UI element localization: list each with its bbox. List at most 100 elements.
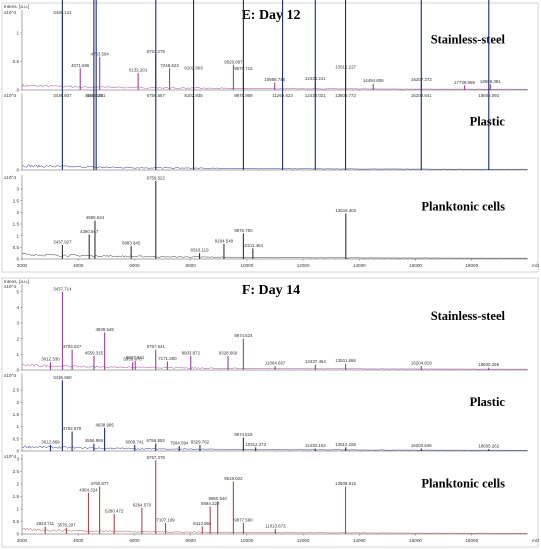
peak-label: 2823.711 xyxy=(36,521,55,526)
y-tick-label: 0 xyxy=(16,532,19,537)
peak-label: 13508.815 xyxy=(335,481,356,486)
peak-label: 9519.022 xyxy=(224,476,243,481)
peak-label: 4939.548 xyxy=(95,327,114,332)
y-tick-label: 2.5 xyxy=(13,469,20,474)
x-tick-label: 6000 xyxy=(129,263,140,268)
peak-label: 6759.557 xyxy=(147,93,166,98)
x-unit-label: m/z xyxy=(532,263,540,268)
panel-title: F: Day 14 xyxy=(242,283,300,298)
x-tick-label: 4000 xyxy=(73,538,84,543)
y-tick-label: 3 xyxy=(16,187,19,192)
peak-label: 13512.158 xyxy=(335,442,356,447)
y-tick-label: 2 xyxy=(16,482,19,487)
peak-label: 6756.853 xyxy=(147,438,166,443)
y-tick-label: 0.5 xyxy=(13,245,20,250)
peak-label: 16204.819 xyxy=(411,361,432,366)
peak-label: 5280.472 xyxy=(105,509,124,514)
series-name: Stainless-steel xyxy=(431,33,506,47)
peak-label: 16203.646 xyxy=(411,443,432,448)
x-tick-label: 8000 xyxy=(186,263,197,268)
spectrum-baseline xyxy=(21,164,528,170)
y-tick-label: 0 xyxy=(16,368,19,373)
series-plastic: x10^40100020003000400050003436.6074556.6… xyxy=(4,0,528,173)
x-tick-label: 12000 xyxy=(297,263,310,268)
peak-label: 8003.872 xyxy=(182,350,201,355)
x-tick-label: 2000 xyxy=(17,538,28,543)
panel-frame xyxy=(1,277,539,548)
peak-label: 3437.927 xyxy=(53,240,72,245)
spectrum-baseline xyxy=(21,252,528,259)
x-tick-label: 4000 xyxy=(73,263,84,268)
peak-label: 12430.153 xyxy=(305,443,326,448)
peak-label: 4556.969 xyxy=(85,438,104,443)
peak-label: 6757.641 xyxy=(147,344,166,349)
peak-label: 13509.772 xyxy=(335,93,356,98)
series-name: Planktonic cells xyxy=(421,199,505,213)
y-tick-label: 0.5 xyxy=(13,436,20,441)
peak-label: 11004.667 xyxy=(265,361,286,366)
y-tick-label: 0.5 xyxy=(13,59,20,64)
y-scale-label: x10^4 xyxy=(4,10,17,15)
y-scale-label: x10^4 xyxy=(4,284,17,289)
peak-label: 18600.259 xyxy=(478,362,499,367)
peak-label: 4760.877 xyxy=(90,481,109,486)
x-tick-label: 10000 xyxy=(240,538,253,543)
peak-label: 8694.229 xyxy=(201,501,220,506)
peak-label: 7171.280 xyxy=(158,356,177,361)
x-tick-label: 8000 xyxy=(186,538,197,543)
peak-label: 6759.522 xyxy=(147,175,166,180)
y-tick-label: 5 xyxy=(16,289,19,294)
peak-label: 3783.027 xyxy=(63,344,82,349)
y-tick-label: 0 xyxy=(16,449,19,454)
series-planktonic-cells: x10^4 0 0.5 1 1.5 2 2.5 3 2823.711 3578.297 4364.3… xyxy=(4,454,528,537)
y-scale-label: x10^4 xyxy=(4,373,17,378)
peak-label: 13518.402 xyxy=(335,208,356,213)
y-tick-label: 0.5 xyxy=(13,519,20,524)
peak-label: 6027.941 xyxy=(126,355,145,360)
peak-label: 5883.845 xyxy=(122,241,141,246)
peak-label: 6757.379 xyxy=(147,455,166,460)
peak-label: 3782.679 xyxy=(63,426,82,431)
x-tick-label: 16000 xyxy=(409,538,422,543)
peak-label: 7248.623 xyxy=(160,63,179,68)
x-tick-label: 16000 xyxy=(409,263,422,268)
y-tick-label: 4 xyxy=(16,305,19,310)
series-name: Stainless-steel xyxy=(431,309,506,323)
peak-label: 5933.476 xyxy=(123,357,142,362)
peak-label: 8102.835 xyxy=(184,93,203,98)
peak-label: 4938.995 xyxy=(95,422,114,427)
y-tick-label: 2.5 xyxy=(13,388,20,393)
y-tick-label: 2.5 xyxy=(13,198,20,203)
peak-label: 18605.092 xyxy=(478,93,499,98)
peak-label: 8329.762 xyxy=(191,439,210,444)
y-tick-label: 1 xyxy=(16,352,19,357)
series-plastic: x10^4 0 0.5 1 1.5 2 2.5 3012.869 3436.660 3782.67… xyxy=(4,373,528,454)
peak-label: 3012.330 xyxy=(41,357,60,362)
series-stainless-steel: x10^4 0 1 2 3 4 5 3012.330 3437.714 3783.0274559.… xyxy=(4,284,528,373)
peak-label: 6132.201 xyxy=(129,67,148,72)
y-tick-label: 1 xyxy=(16,233,19,238)
panel-frame xyxy=(1,2,539,273)
y-tick-label: 1.5 xyxy=(13,222,20,227)
peak-label: 13511.668 xyxy=(335,358,356,363)
series-name: Plastic xyxy=(470,114,506,128)
series-name: Planktonic cells xyxy=(421,477,505,491)
peak-label: 9875.750 xyxy=(234,228,253,233)
peak-label: 6008.741 xyxy=(126,439,145,444)
peak-label: 12433.021 xyxy=(305,93,326,98)
x-tick-label: 18000 xyxy=(465,538,478,543)
y-scale-label: x10^4 xyxy=(4,93,17,98)
peak-label: 3578.297 xyxy=(57,522,76,527)
peak-label: 7594.594 xyxy=(170,441,189,446)
peak-label: 8413.966 xyxy=(193,521,212,526)
peak-label: 4763.594 xyxy=(91,51,110,56)
peak-label: 18659.391 xyxy=(480,79,501,84)
peak-label: 9874.524 xyxy=(234,333,253,338)
x-tick-label: 12000 xyxy=(297,538,310,543)
x-tick-label: 18000 xyxy=(465,263,478,268)
x-tick-label: 2000 xyxy=(17,263,28,268)
y-tick-label: 2 xyxy=(16,336,19,341)
spectrum-baseline xyxy=(21,527,528,534)
